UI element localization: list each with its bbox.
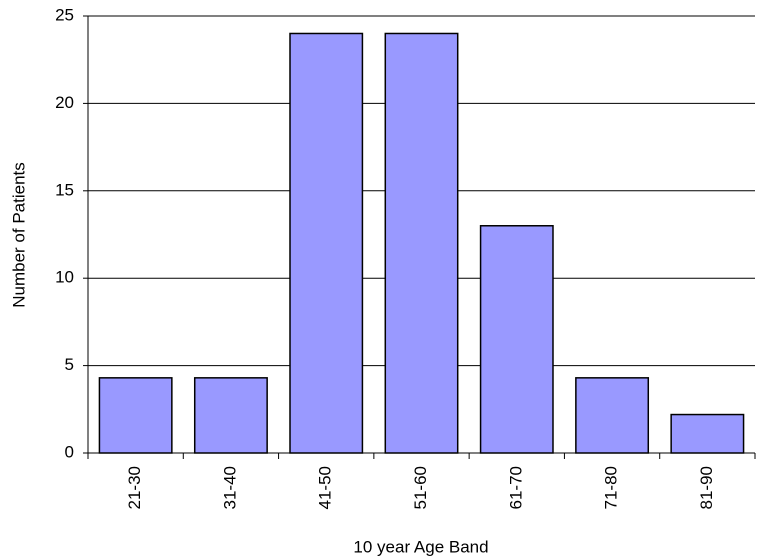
x-axis-title: 10 year Age Band [353, 537, 488, 556]
bar [384, 32, 459, 454]
bar [289, 32, 364, 454]
y-axis-title: Number of Patients [9, 162, 28, 308]
x-tick-label: 81-90 [697, 466, 716, 509]
x-tick-label: 21-30 [125, 466, 144, 509]
bar [670, 413, 745, 454]
y-tick-label: 0 [65, 442, 74, 461]
bar [575, 377, 650, 454]
x-tick-label: 61-70 [506, 466, 525, 509]
bar [98, 377, 173, 454]
y-tick-label: 25 [55, 5, 74, 24]
x-tick-label: 71-80 [602, 466, 621, 509]
y-tick-label: 20 [55, 93, 74, 112]
y-tick-label: 5 [65, 355, 74, 374]
x-tick-label: 51-60 [411, 466, 430, 509]
bar [479, 225, 554, 454]
y-tick-label: 15 [55, 180, 74, 199]
bar [193, 377, 268, 454]
y-tick-label: 10 [55, 268, 74, 287]
x-tick-label: 31-40 [220, 466, 239, 509]
x-tick-label: 41-50 [316, 466, 335, 509]
